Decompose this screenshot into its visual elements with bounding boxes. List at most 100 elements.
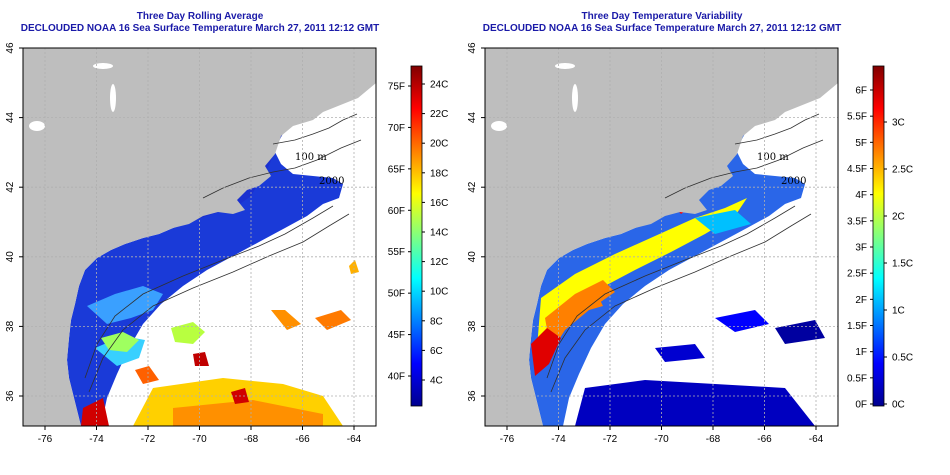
colorbar-f-label: 75F — [388, 82, 405, 93]
isobath-line — [202, 139, 362, 199]
colorbar-f-label: 6F — [855, 86, 867, 97]
colorbar-f-label: 5.5F — [847, 112, 867, 123]
colorbar-c-label: 24C — [430, 80, 448, 91]
sst-average-panel: Three Day Rolling Average DECLOUDED NOAA… — [5, 11, 448, 445]
lat-tick-label: 46 — [467, 42, 478, 54]
colorbar-c-label: 22C — [430, 109, 448, 120]
lon-tick-label: -72 — [603, 434, 618, 445]
lon-tick-label: -74 — [89, 434, 104, 445]
variability-patch — [695, 210, 751, 234]
lat-tick-label: 36 — [5, 390, 16, 402]
lon-tick-label: -72 — [141, 434, 156, 445]
colorbar-c-label: 1C — [892, 306, 905, 317]
variability-patch — [775, 320, 825, 344]
panel-title: Three Day Rolling Average — [136, 11, 264, 22]
sst-variability-map: 100 m 2000 -76 -74 -72 -70 -68 -66 -64 36 38 40 42 44… — [467, 42, 913, 445]
isobath-label: 100 m — [295, 152, 327, 163]
lat-tick-label: 44 — [467, 112, 478, 124]
colorbar-f-label: 45F — [388, 330, 405, 341]
lake — [110, 84, 116, 112]
lake — [555, 63, 575, 69]
colorbar-f-label: 1.5F — [847, 321, 867, 332]
lat-tick-label: 36 — [467, 390, 478, 402]
isobath-line — [664, 139, 824, 199]
warm-water-patch — [173, 400, 323, 426]
isobath-line — [88, 213, 350, 393]
colorbar-c-label: 12C — [430, 257, 448, 268]
lon-tick-label: -66 — [757, 434, 772, 445]
map-frame: 100 m 2000 — [484, 47, 839, 427]
lake — [491, 121, 507, 131]
isobath-line — [84, 205, 334, 379]
warm-water-patch — [87, 286, 163, 324]
land-mass — [485, 48, 838, 426]
variability-patch — [575, 380, 815, 426]
warm-water-patch — [315, 310, 351, 330]
lon-tick-label: -76 — [38, 434, 53, 445]
lat-tick-label: 38 — [5, 320, 16, 332]
lon-tick-label: -70 — [192, 434, 207, 445]
colorbar-f-label: 3.5F — [847, 216, 867, 227]
lon-tick-label: -68 — [706, 434, 721, 445]
colorbar-c-label: 8C — [430, 316, 443, 327]
colorbar-f-label: 5F — [855, 138, 867, 149]
colorbar-c-label: 2.5C — [892, 165, 913, 176]
colorbar-f-label: 4F — [855, 190, 867, 201]
map-layers: 100 m 2000 — [485, 48, 838, 426]
warm-water-patch — [135, 366, 159, 384]
colorbar-f-label: 3F — [855, 243, 867, 254]
lake — [29, 121, 45, 131]
map-layers: 100 m 2000 — [23, 48, 376, 426]
colorbar-f-label: 50F — [388, 289, 405, 300]
variability-patch — [655, 344, 705, 362]
colorbar-c-label: 10C — [430, 287, 448, 298]
colorbar-c-label: 18C — [430, 168, 448, 179]
colorbar-f-label: 2F — [855, 295, 867, 306]
lat-tick-label: 40 — [5, 251, 16, 263]
colorbar-c-label: 0C — [892, 400, 905, 411]
isobath-label: 100 m — [757, 152, 789, 163]
map-frame: 100 m 2000 — [22, 47, 377, 427]
lon-tick-label: -64 — [347, 434, 362, 445]
isobath-line — [550, 213, 812, 393]
lon-tick-label: -74 — [551, 434, 566, 445]
panel-subtitle: DECLOUDED NOAA 16 Sea Surface Temperatur… — [482, 23, 842, 34]
lat-tick-label: 42 — [5, 181, 16, 193]
colorbar-c-label: 20C — [430, 139, 448, 150]
shelf-water — [67, 72, 343, 426]
colorbar-f-label: 60F — [388, 206, 405, 217]
warm-water-patch — [349, 260, 359, 274]
lat-tick-label: 42 — [467, 181, 478, 193]
colorbar-f-label: 65F — [388, 164, 405, 175]
colorbar-c-label: 2C — [892, 212, 905, 223]
lat-tick-label: 40 — [467, 251, 478, 263]
colorbar-c-label: 0.5C — [892, 353, 913, 364]
warm-water-patch — [271, 310, 301, 330]
lat-tick-label: 44 — [5, 112, 16, 124]
colorbar-f-label: 40F — [388, 372, 405, 383]
lon-tick-label: -76 — [500, 434, 515, 445]
warm-water-patch — [193, 352, 209, 366]
colorbar-f-label: 2.5F — [847, 269, 867, 280]
variability-patch — [531, 328, 561, 376]
isobath-line — [734, 113, 820, 145]
colorbar-f-label: 70F — [388, 123, 405, 134]
colorbar-f-label: 0.5F — [847, 373, 867, 384]
warm-water-patch — [171, 322, 205, 344]
colorbar-f-label: 55F — [388, 247, 405, 258]
isobath-line — [546, 205, 796, 379]
colorbar-c-label: 14C — [430, 228, 448, 239]
lake — [93, 63, 113, 69]
variability-patch — [715, 310, 769, 332]
panel-subtitle: DECLOUDED NOAA 16 Sea Surface Temperatur… — [20, 23, 380, 34]
colorbar-f-label: 1F — [855, 347, 867, 358]
panel-title: Three Day Temperature Variability — [581, 11, 743, 22]
colorbar-f-label: 4.5F — [847, 164, 867, 175]
colorbar-c-label: 3C — [892, 118, 905, 129]
lon-tick-label: -70 — [654, 434, 669, 445]
isobath-label: 2000 — [319, 176, 344, 187]
sst-average-map: 100 m 2000 -76 -74 -72 -70 -68 -66 -64 36 38 40 42 44… — [5, 42, 448, 445]
lon-tick-label: -64 — [809, 434, 824, 445]
isobath-label: 2000 — [781, 176, 806, 187]
colorbar-c-label: 4C — [430, 376, 443, 387]
